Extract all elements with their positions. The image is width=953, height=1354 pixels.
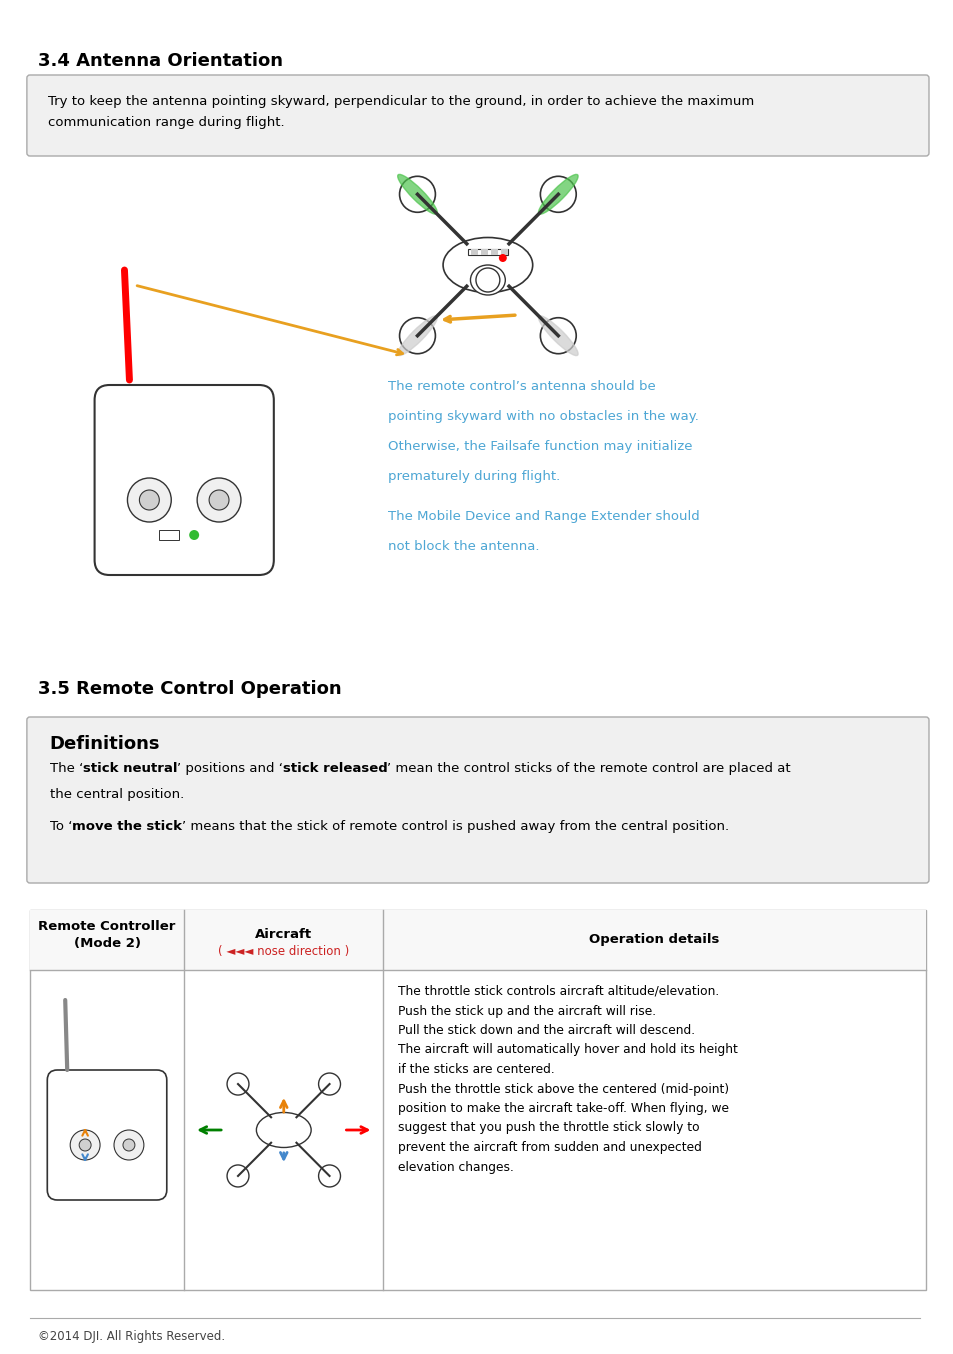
Text: Aircraft: Aircraft [255, 929, 312, 941]
Circle shape [128, 478, 172, 523]
Circle shape [399, 176, 435, 213]
Text: ( ◄◄◄ nose direction ): ( ◄◄◄ nose direction ) [218, 945, 349, 959]
Bar [480, 249, 487, 255]
Text: stick released: stick released [282, 762, 387, 774]
FancyBboxPatch shape [27, 718, 928, 883]
Circle shape [227, 1164, 249, 1187]
Text: the central position.: the central position. [50, 788, 184, 802]
Text: The throttle stick controls aircraft altitude/elevation.
Push the stick up and t: The throttle stick controls aircraft alt… [397, 984, 738, 1174]
Ellipse shape [537, 315, 578, 356]
Circle shape [71, 1131, 100, 1160]
Circle shape [197, 478, 241, 523]
Text: Operation details: Operation details [589, 933, 720, 946]
Ellipse shape [442, 237, 532, 292]
Circle shape [399, 318, 435, 353]
Ellipse shape [470, 265, 505, 295]
FancyBboxPatch shape [94, 385, 274, 575]
Ellipse shape [256, 1113, 311, 1147]
Circle shape [79, 1139, 91, 1151]
Text: pointing skyward with no obstacles in the way.: pointing skyward with no obstacles in th… [388, 410, 699, 422]
Text: ’ mean the control sticks of the remote control are placed at: ’ mean the control sticks of the remote … [387, 762, 790, 774]
Bar [500, 249, 507, 255]
Circle shape [227, 1072, 249, 1095]
Circle shape [318, 1072, 340, 1095]
Circle shape [189, 529, 199, 540]
Bar [491, 249, 497, 255]
Ellipse shape [537, 175, 578, 214]
Text: stick neutral: stick neutral [83, 762, 177, 774]
Text: To ‘: To ‘ [50, 821, 72, 833]
Text: 3.4 Antenna Orientation: 3.4 Antenna Orientation [38, 51, 282, 70]
Circle shape [539, 176, 576, 213]
Text: ’ positions and ‘: ’ positions and ‘ [177, 762, 283, 774]
Text: Definitions: Definitions [50, 735, 160, 753]
Text: Otherwise, the Failsafe function may initialize: Otherwise, the Failsafe function may ini… [388, 440, 692, 454]
Circle shape [318, 1164, 340, 1187]
Text: ©2014 DJI. All Rights Reserved.: ©2014 DJI. All Rights Reserved. [38, 1330, 225, 1343]
Text: not block the antenna.: not block the antenna. [388, 540, 539, 552]
Ellipse shape [397, 315, 436, 356]
Text: ’ means that the stick of remote control is pushed away from the central positio: ’ means that the stick of remote control… [181, 821, 728, 833]
Circle shape [114, 1131, 144, 1160]
Circle shape [498, 255, 506, 263]
Text: prematurely during flight.: prematurely during flight. [388, 470, 560, 483]
Ellipse shape [397, 175, 436, 214]
Bar [30, 910, 925, 969]
Text: The remote control’s antenna should be: The remote control’s antenna should be [388, 380, 656, 393]
Bar [471, 249, 477, 255]
Circle shape [476, 268, 499, 292]
Text: Remote Controller
(Mode 2): Remote Controller (Mode 2) [38, 919, 175, 951]
Text: 3.5 Remote Control Operation: 3.5 Remote Control Operation [38, 680, 341, 699]
FancyBboxPatch shape [27, 74, 928, 156]
Bar [468, 249, 507, 255]
Text: The ‘: The ‘ [50, 762, 83, 774]
Text: The Mobile Device and Range Extender should: The Mobile Device and Range Extender sho… [388, 510, 700, 523]
Bar [30, 910, 925, 1290]
Circle shape [123, 1139, 134, 1151]
Circle shape [139, 490, 159, 510]
Bar [159, 529, 179, 540]
Circle shape [209, 490, 229, 510]
FancyBboxPatch shape [48, 1070, 167, 1200]
Text: move the stick: move the stick [72, 821, 182, 833]
Text: Try to keep the antenna pointing skyward, perpendicular to the ground, in order : Try to keep the antenna pointing skyward… [48, 95, 753, 129]
Circle shape [539, 318, 576, 353]
